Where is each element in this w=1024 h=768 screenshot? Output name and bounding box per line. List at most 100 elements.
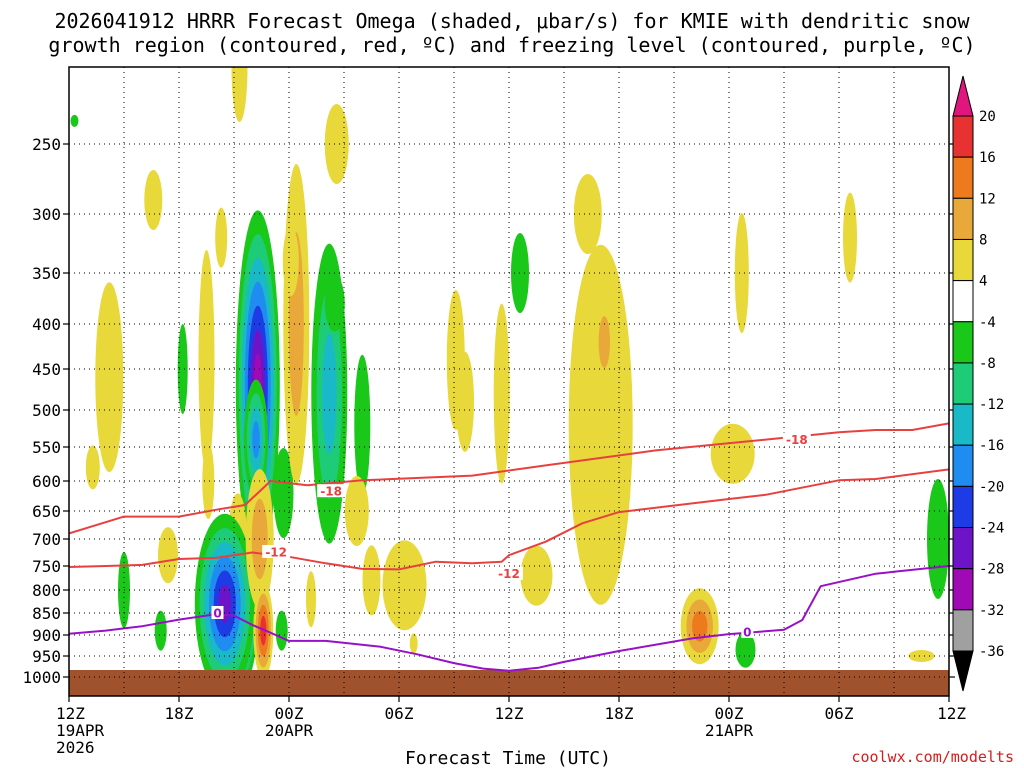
contour-label: -12 — [265, 545, 287, 559]
omega-band — [692, 610, 708, 642]
y-tick-label: 700 — [32, 530, 61, 549]
dgz-lower-contour — [69, 468, 949, 571]
x-tick-label: 12Z — [495, 704, 524, 723]
omega-blob — [734, 213, 749, 333]
omega-blob — [85, 445, 100, 490]
credit-text: coolwx.com/modelts — [851, 748, 1014, 766]
omega-blob — [144, 170, 163, 230]
omega-band — [95, 282, 124, 473]
omega-band — [324, 104, 349, 184]
omega-blob — [231, 67, 248, 122]
colorbar-tick-label: -32 — [979, 603, 1004, 619]
omega-blob — [354, 354, 371, 495]
omega-band — [382, 540, 427, 631]
x-axis-label: Forecast Time (UTC) — [405, 748, 611, 768]
omega-blob — [493, 303, 510, 484]
y-tick-label: 300 — [32, 205, 61, 224]
omega-blob — [409, 633, 418, 654]
colorbar-tick-label: -24 — [979, 521, 1004, 537]
colorbar-tick-label: 8 — [979, 232, 987, 248]
omega-blob — [275, 610, 288, 651]
omega-blob — [568, 244, 633, 605]
contour-label: 0 — [213, 607, 221, 621]
y-tick-label: 600 — [32, 472, 61, 491]
colorbar-bin — [952, 238, 974, 282]
omega-blob — [520, 545, 553, 606]
y-tick-label: 750 — [32, 557, 61, 576]
omega-band — [70, 114, 79, 127]
colorbar-bin — [952, 568, 974, 611]
dgz-upper-contour — [69, 422, 949, 535]
x-tick-label: 06Z — [825, 704, 854, 723]
colorbar-tick-label: -4 — [979, 315, 996, 331]
x-tick-label: 12Z — [937, 704, 966, 723]
omega-band — [273, 448, 294, 538]
omega-band — [324, 275, 345, 332]
contour-label-bg — [782, 432, 811, 446]
axes: 250 300 350 400 450 500 550 600 650 700 750 800 850 9… — [22, 135, 966, 757]
omega-band — [215, 207, 228, 268]
omega-band — [710, 423, 755, 484]
chart-title-line-1: 2026041912 HRRR Forecast Omega (shaded, … — [54, 9, 970, 33]
omega-band — [177, 324, 188, 414]
y-tick-label: 950 — [32, 647, 61, 666]
omega-band — [573, 174, 602, 254]
x-tick-date: 20APR — [265, 721, 314, 740]
omega-blob — [344, 476, 369, 546]
contour-label: -18 — [786, 433, 808, 447]
contour-label-bg — [317, 484, 346, 498]
x-tick-label: 06Z — [385, 704, 414, 723]
y-tick-label: 500 — [32, 401, 61, 420]
omega-blob — [95, 282, 124, 473]
y-tick-label: 850 — [32, 604, 61, 623]
colorbar-tick-label: 16 — [979, 150, 996, 166]
y-tick-label: 650 — [32, 502, 61, 521]
colorbar-bin — [952, 156, 974, 199]
x-tick-label: 00Z — [275, 704, 304, 723]
y-tick-label: 250 — [32, 135, 61, 154]
omega-shading — [70, 67, 949, 696]
omega-band — [354, 354, 371, 495]
omega-blob — [680, 588, 719, 665]
omega-band — [306, 571, 316, 628]
omega-blob — [573, 174, 602, 254]
omega-band — [456, 351, 474, 452]
colorbar-bin — [952, 115, 974, 158]
colorbar-tick-label: 12 — [979, 191, 996, 207]
colorbar-tick-label: -12 — [979, 397, 1004, 413]
omega-blob — [382, 540, 427, 631]
omega-band — [520, 545, 553, 606]
omega-band — [275, 610, 288, 651]
omega-band — [493, 303, 510, 484]
omega-blob — [362, 545, 381, 616]
colorbar-arrow-top — [952, 75, 974, 117]
colorbar: 20 16 12 8 4 -4 -8 -12 -16 -20 -24 -28 -32 -36 — [952, 75, 1004, 692]
omega-band — [202, 443, 215, 519]
omega-blob — [324, 275, 345, 332]
colorbar-arrow-bottom — [952, 650, 974, 692]
x-tick-date: 19APR — [56, 721, 105, 740]
omega-blob — [194, 513, 255, 694]
colorbar-bin — [952, 280, 974, 323]
omega-band — [734, 213, 749, 333]
omega-band — [154, 610, 167, 651]
y-tick-label: 900 — [32, 626, 61, 645]
omega-band — [252, 421, 260, 459]
omega-blob — [710, 423, 755, 484]
omega-blob — [927, 479, 949, 599]
omega-band — [231, 67, 248, 122]
contour-label-bg — [495, 566, 523, 580]
omega-blob — [202, 443, 215, 519]
colorbar-bin — [952, 444, 974, 487]
colorbar-tick-label: -20 — [979, 479, 1004, 495]
contour-label: -12 — [498, 567, 520, 581]
contour-label-bg — [741, 624, 754, 638]
x-tick-label: 12Z — [56, 704, 85, 723]
colorbar-bin — [952, 609, 974, 652]
colorbar-bin — [952, 362, 974, 405]
colorbar-tick-label: 20 — [979, 109, 996, 125]
omega-blob — [177, 324, 188, 414]
y-tick-label: 350 — [32, 264, 61, 283]
contour-labels: -18 -18 -12 -12 0 0 — [211, 432, 811, 639]
